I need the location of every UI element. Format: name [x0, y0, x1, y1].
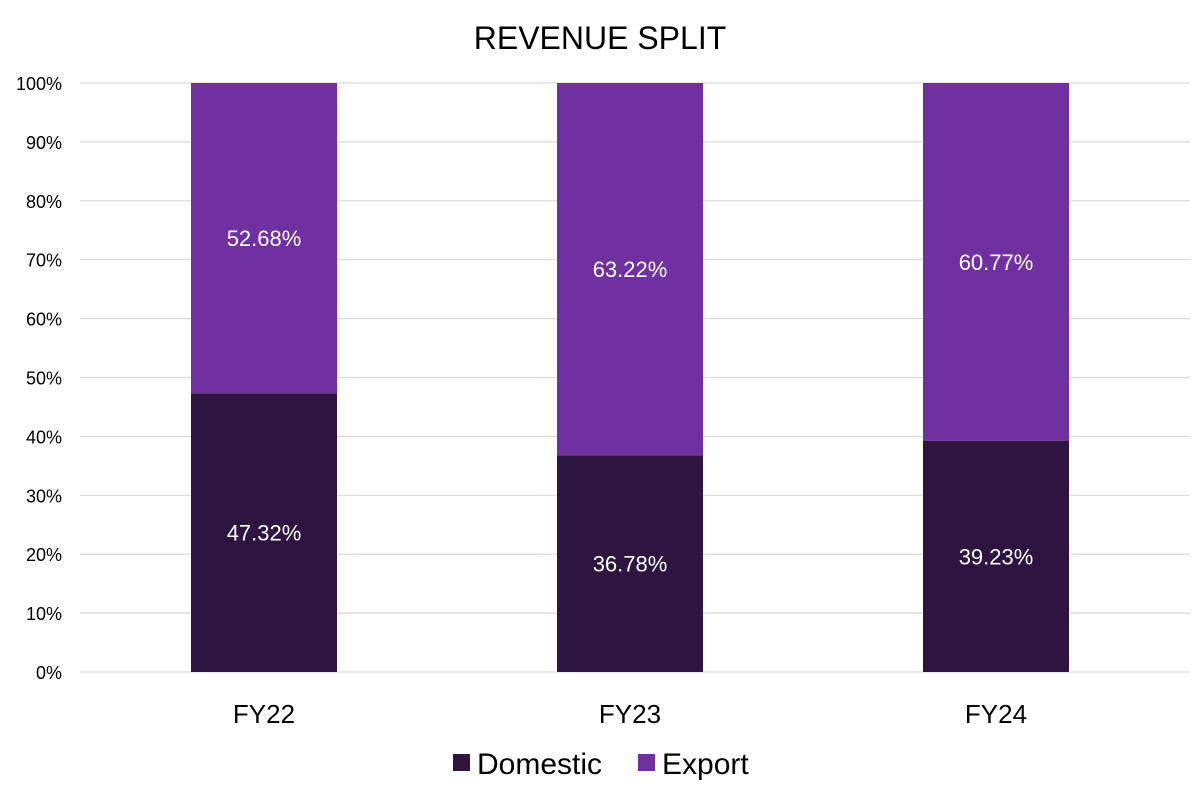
bar-export-fy23: [557, 83, 703, 456]
data-label-domestic-fy23: 36.78%: [593, 552, 668, 577]
bars: [191, 83, 1069, 672]
y-tick-label: 50%: [26, 369, 62, 389]
y-tick-label: 80%: [26, 192, 62, 212]
chart-title: REVENUE SPLIT: [474, 20, 727, 56]
legend-label-export: Export: [662, 748, 749, 781]
legend-swatch-export: [638, 754, 655, 771]
data-label-export-fy22: 52.68%: [227, 226, 302, 251]
y-tick-label: 70%: [26, 251, 62, 271]
bar-export-fy22: [191, 83, 337, 394]
y-tick-label: 90%: [26, 133, 62, 153]
x-category-label: FY23: [599, 699, 661, 729]
x-category-label: FY24: [965, 699, 1027, 729]
bar-domestic-fy23: [557, 455, 703, 672]
bar-domestic-fy24: [923, 440, 1069, 672]
x-category-label: FY22: [233, 699, 295, 729]
y-tick-label: 100%: [16, 74, 62, 94]
data-labels: 47.32% 52.68% 36.78% 63.22% 39.23% 60.77%: [227, 226, 1034, 577]
data-label-domestic-fy24: 39.23%: [959, 544, 1034, 569]
y-tick-label: 0%: [36, 663, 62, 683]
legend: Domestic Export: [453, 748, 749, 781]
data-label-domestic-fy22: 47.32%: [227, 521, 302, 546]
data-label-export-fy24: 60.77%: [959, 250, 1034, 275]
legend-swatch-domestic: [453, 754, 470, 771]
bar-export-fy24: [923, 83, 1069, 441]
y-tick-label: 20%: [26, 545, 62, 565]
bar-domestic-fy22: [191, 393, 337, 672]
y-tick-label: 30%: [26, 486, 62, 506]
legend-label-domestic: Domestic: [477, 748, 602, 781]
y-axis-ticks: 0% 10% 20% 30% 40% 50% 60% 70% 80% 90% 100%: [16, 74, 62, 683]
data-label-export-fy23: 63.22%: [593, 257, 668, 282]
x-axis-categories: FY22 FY23 FY24: [233, 699, 1027, 729]
y-tick-label: 60%: [26, 310, 62, 330]
y-tick-label: 40%: [26, 427, 62, 447]
y-tick-label: 10%: [26, 604, 62, 624]
